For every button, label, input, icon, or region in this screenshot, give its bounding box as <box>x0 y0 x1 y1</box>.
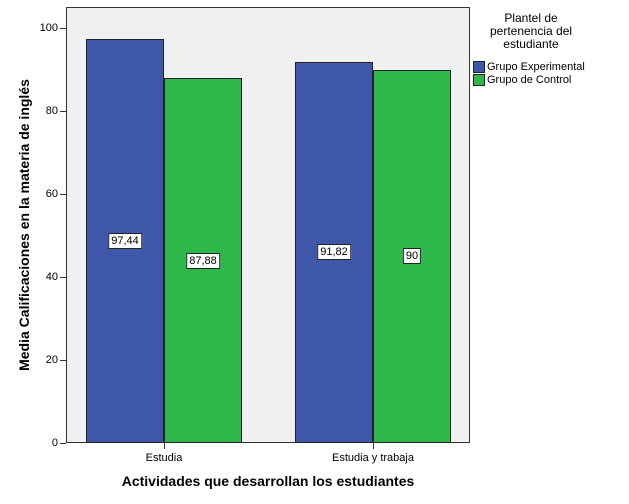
y-tick-mark <box>60 194 66 195</box>
x-tick-label: Estudia y trabaja <box>332 452 414 464</box>
y-tick-mark <box>60 111 66 112</box>
y-tick-mark <box>60 360 66 361</box>
y-tick-mark <box>60 443 66 444</box>
y-tick-label: 100 <box>39 22 58 34</box>
y-tick-label: 80 <box>45 105 58 117</box>
x-axis-label: Actividades que desarrollan los estudian… <box>121 473 415 489</box>
bar-value-label: 91,82 <box>317 244 351 261</box>
bar-value-label: 90 <box>402 248 422 265</box>
legend-item-control: Grupo de Control <box>473 74 571 86</box>
x-tick-mark <box>164 443 165 449</box>
legend-swatch-control <box>473 74 485 86</box>
legend-title: Plantel de pertenencia del estudiante <box>489 11 573 51</box>
legend-swatch-experimental <box>473 61 485 73</box>
y-tick-label: 0 <box>51 437 58 449</box>
y-tick-mark <box>60 28 66 29</box>
y-axis-label: Media Calificaciones en la materia de in… <box>16 79 32 371</box>
y-tick-label: 60 <box>45 188 58 200</box>
y-tick-label: 20 <box>45 354 58 366</box>
bar-value-label: 97,44 <box>108 232 142 249</box>
y-tick-label: 40 <box>45 271 58 283</box>
x-tick-mark <box>373 443 374 449</box>
y-tick-mark <box>60 277 66 278</box>
bar-value-label: 87,88 <box>186 252 220 269</box>
legend-item-experimental: Grupo Experimental <box>473 61 585 73</box>
x-tick-label: Estudia <box>145 452 183 464</box>
